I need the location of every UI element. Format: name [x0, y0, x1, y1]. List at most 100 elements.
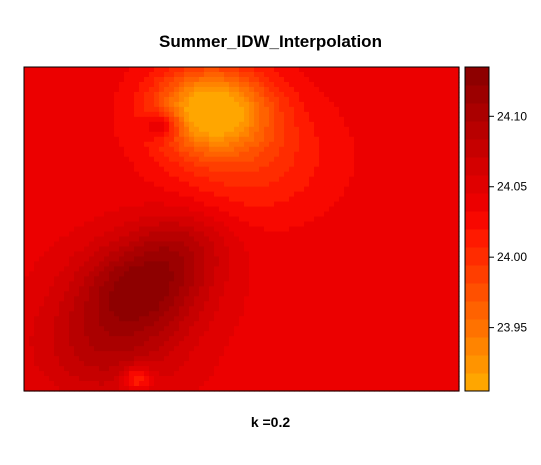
heatmap-cell: [184, 156, 190, 163]
heatmap-cell: [449, 331, 455, 337]
heatmap-cell: [84, 351, 90, 357]
heatmap-cell: [394, 276, 400, 282]
heatmap-cell: [149, 201, 155, 208]
heatmap-cell: [284, 286, 290, 292]
heatmap-cell: [434, 226, 440, 233]
heatmap-cell: [124, 276, 130, 282]
heatmap-cell: [239, 216, 245, 223]
heatmap-cell: [114, 91, 120, 98]
heatmap-cell: [429, 146, 435, 153]
heatmap-cell: [259, 266, 265, 272]
heatmap-cell: [229, 141, 235, 148]
heatmap-cell: [79, 206, 85, 213]
heatmap-cell: [49, 271, 55, 277]
heatmap-cell: [179, 276, 185, 282]
heatmap-cell: [364, 96, 370, 103]
heatmap-cell: [259, 321, 265, 327]
heatmap-cell: [99, 231, 105, 238]
heatmap-cell: [284, 186, 290, 193]
heatmap-cell: [279, 231, 285, 238]
heatmap-cell: [339, 116, 345, 123]
heatmap-cell: [44, 266, 50, 272]
heatmap-cell: [359, 176, 365, 183]
heatmap-cell: [214, 336, 220, 342]
heatmap-cell: [284, 266, 290, 272]
heatmap-cell: [64, 161, 70, 168]
heatmap-cell: [129, 161, 135, 168]
heatmap-cell: [349, 256, 355, 262]
heatmap-cell: [224, 156, 230, 163]
heatmap-cell: [394, 76, 400, 83]
chart-title: Summer_IDW_Interpolation: [159, 32, 382, 51]
heatmap-cell: [109, 101, 115, 108]
heatmap-cell: [389, 141, 395, 148]
heatmap-cell: [344, 216, 350, 223]
heatmap-cell: [219, 316, 225, 322]
heatmap-cell: [354, 191, 360, 198]
heatmap-cell: [334, 106, 340, 113]
heatmap-cell: [54, 216, 60, 223]
heatmap-cell: [109, 281, 115, 287]
heatmap-cell: [79, 136, 85, 143]
heatmap-cell: [399, 221, 405, 228]
heatmap-cell: [279, 286, 285, 292]
heatmap-cell: [339, 176, 345, 183]
heatmap-cell: [199, 206, 205, 213]
heatmap-cell: [379, 236, 385, 243]
heatmap-cell: [349, 111, 355, 118]
heatmap-cell: [24, 76, 30, 83]
heatmap-cell: [239, 296, 245, 302]
heatmap-cell: [409, 246, 415, 253]
heatmap-cell: [449, 221, 455, 228]
heatmap-cell: [299, 296, 305, 302]
heatmap-cell: [374, 286, 380, 292]
heatmap-cell: [379, 296, 385, 302]
heatmap-cell: [89, 231, 95, 238]
heatmap-cell: [439, 96, 445, 103]
heatmap-cell: [419, 121, 425, 128]
heatmap-cell: [319, 71, 325, 78]
heatmap-cell: [99, 161, 105, 168]
heatmap-cell: [314, 126, 320, 133]
heatmap-cell: [214, 136, 220, 143]
heatmap-cell: [434, 81, 440, 88]
heatmap-cell: [454, 236, 460, 243]
heatmap-cell: [29, 341, 35, 347]
heatmap-cell: [129, 171, 135, 178]
heatmap-cell: [209, 76, 215, 83]
heatmap-cell: [114, 346, 120, 352]
heatmap-cell: [234, 226, 240, 233]
heatmap-cell: [399, 196, 405, 203]
heatmap-cell: [159, 236, 165, 243]
heatmap-cell: [39, 246, 45, 253]
heatmap-cell: [114, 271, 120, 277]
heatmap-cell: [24, 226, 30, 233]
heatmap-cell: [304, 281, 310, 287]
heatmap-cell: [139, 126, 145, 133]
heatmap-cell: [249, 291, 255, 297]
heatmap-cell: [49, 76, 55, 83]
heatmap-cell: [154, 246, 160, 253]
heatmap-cell: [94, 211, 100, 218]
heatmap-cell: [199, 116, 205, 123]
heatmap-cell: [244, 96, 250, 103]
heatmap-cell: [99, 201, 105, 208]
heatmap-cell: [429, 156, 435, 163]
heatmap-cell: [289, 81, 295, 88]
heatmap-cell: [139, 281, 145, 287]
heatmap-cell: [189, 166, 195, 173]
heatmap-cell: [439, 151, 445, 158]
heatmap-cell: [374, 251, 380, 258]
heatmap-cell: [89, 241, 95, 248]
heatmap-cell: [189, 306, 195, 312]
heatmap-cell: [284, 181, 290, 188]
heatmap-cell: [279, 271, 285, 277]
heatmap-cell: [129, 91, 135, 98]
heatmap-cell: [174, 251, 180, 258]
heatmap-cell: [59, 321, 65, 327]
heatmap-cell: [234, 191, 240, 198]
heatmap-cell: [274, 271, 280, 277]
heatmap-cell: [369, 151, 375, 158]
heatmap-cell: [24, 71, 30, 78]
heatmap-cell: [124, 171, 130, 178]
